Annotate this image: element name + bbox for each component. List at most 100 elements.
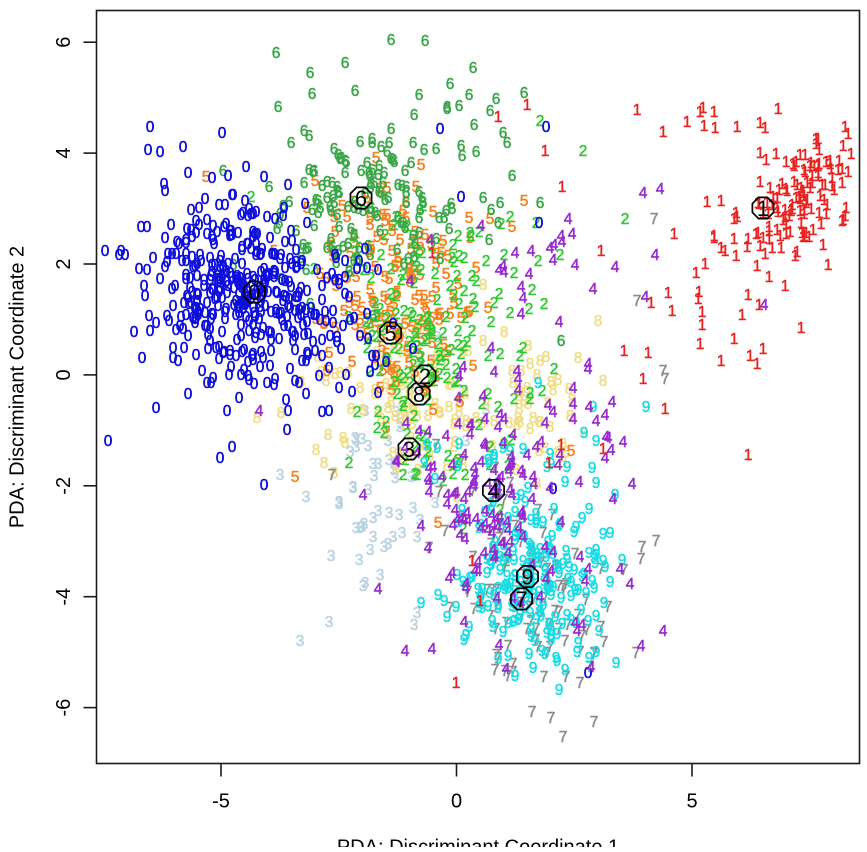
svg-text:9: 9 [590,580,599,597]
svg-text:9: 9 [561,662,570,679]
svg-text:9: 9 [546,541,555,558]
svg-text:5: 5 [419,314,428,331]
svg-text:1: 1 [696,336,705,353]
svg-text:2: 2 [400,303,409,320]
svg-text:1: 1 [822,154,831,171]
svg-text:0: 0 [250,305,259,322]
svg-text:9: 9 [572,519,581,536]
svg-text:8: 8 [435,404,444,421]
svg-text:0: 0 [318,404,327,421]
svg-text:1: 1 [711,120,720,137]
svg-text:2: 2 [454,373,463,390]
svg-text:9: 9 [563,551,572,568]
svg-text:4: 4 [492,487,501,504]
svg-text:5: 5 [326,238,335,255]
svg-text:0: 0 [206,250,215,267]
svg-text:6: 6 [377,185,386,202]
svg-text:2: 2 [423,331,432,348]
svg-text:6: 6 [316,200,325,217]
svg-text:6: 6 [380,165,389,182]
svg-text:1: 1 [838,213,847,230]
svg-text:0: 0 [311,343,320,360]
svg-text:7: 7 [464,584,473,601]
svg-text:5: 5 [202,169,211,186]
svg-text:5: 5 [371,319,380,336]
svg-text:1: 1 [826,156,835,173]
svg-text:3: 3 [410,617,419,634]
svg-text:6: 6 [415,87,424,104]
svg-text:9: 9 [483,565,492,582]
svg-text:7: 7 [483,582,492,599]
svg-text:5: 5 [405,262,414,279]
svg-text:6: 6 [465,87,474,104]
svg-text:5: 5 [367,242,376,259]
svg-text:5: 5 [465,210,474,227]
svg-text:6: 6 [387,32,396,49]
svg-text:9: 9 [541,562,550,579]
svg-text:2: 2 [448,250,457,267]
svg-text:0: 0 [207,268,216,285]
svg-text:2: 2 [344,309,353,326]
svg-text:4: 4 [602,429,611,446]
svg-text:9: 9 [531,633,540,650]
svg-text:6: 6 [384,190,393,207]
svg-text:9: 9 [459,574,468,591]
svg-text:4: 4 [536,589,545,606]
svg-text:4: 4 [374,581,383,598]
svg-text:9: 9 [556,516,565,533]
svg-text:5: 5 [331,320,340,337]
svg-text:7: 7 [528,704,537,721]
svg-text:0: 0 [234,300,243,317]
svg-text:2: 2 [373,308,382,325]
svg-text:1: 1 [644,345,653,362]
svg-text:6: 6 [305,162,314,179]
svg-text:6: 6 [368,131,377,148]
svg-text:7: 7 [652,533,661,550]
svg-text:9: 9 [475,599,484,616]
svg-text:0: 0 [255,311,264,328]
svg-text:9: 9 [490,447,499,464]
svg-text:6: 6 [337,150,346,167]
svg-text:9: 9 [588,460,597,477]
svg-text:8: 8 [544,395,553,412]
svg-text:4: 4 [499,435,508,452]
svg-text:8: 8 [400,403,409,420]
svg-text:2: 2 [363,340,372,357]
svg-text:8: 8 [455,395,464,412]
svg-text:0: 0 [271,371,280,388]
svg-text:0: 0 [260,169,269,186]
svg-text:2: 2 [411,466,420,483]
svg-text:0: 0 [193,293,202,310]
svg-text:0: 0 [189,310,198,327]
svg-text:2: 2 [455,296,464,313]
svg-text:4: 4 [571,615,580,632]
svg-text:0: 0 [222,274,231,291]
svg-text:1: 1 [800,162,809,179]
svg-text:3: 3 [374,456,383,473]
svg-text:4: 4 [656,181,665,198]
svg-text:5: 5 [432,246,441,263]
svg-text:0: 0 [341,253,350,270]
svg-text:2: 2 [411,439,420,456]
svg-text:9: 9 [534,550,543,567]
svg-text:0: 0 [198,363,207,380]
svg-text:9: 9 [532,611,541,628]
svg-text:0: 0 [188,229,197,246]
svg-text:9: 9 [547,632,556,649]
svg-text:4: 4 [455,368,464,385]
svg-text:6: 6 [287,135,296,152]
svg-text:9: 9 [475,520,484,537]
svg-text:0: 0 [241,286,250,303]
svg-text:4: 4 [584,361,593,378]
svg-text:9: 9 [544,534,553,551]
svg-text:5: 5 [417,157,426,174]
svg-text:7: 7 [500,492,509,509]
svg-text:6: 6 [351,194,360,211]
svg-text:8: 8 [515,388,524,405]
svg-text:6: 6 [333,207,342,224]
svg-text:8: 8 [488,438,497,455]
svg-text:0: 0 [240,362,249,379]
svg-text:9: 9 [483,551,492,568]
svg-text:0: 0 [363,306,372,323]
svg-text:7: 7 [559,729,568,746]
